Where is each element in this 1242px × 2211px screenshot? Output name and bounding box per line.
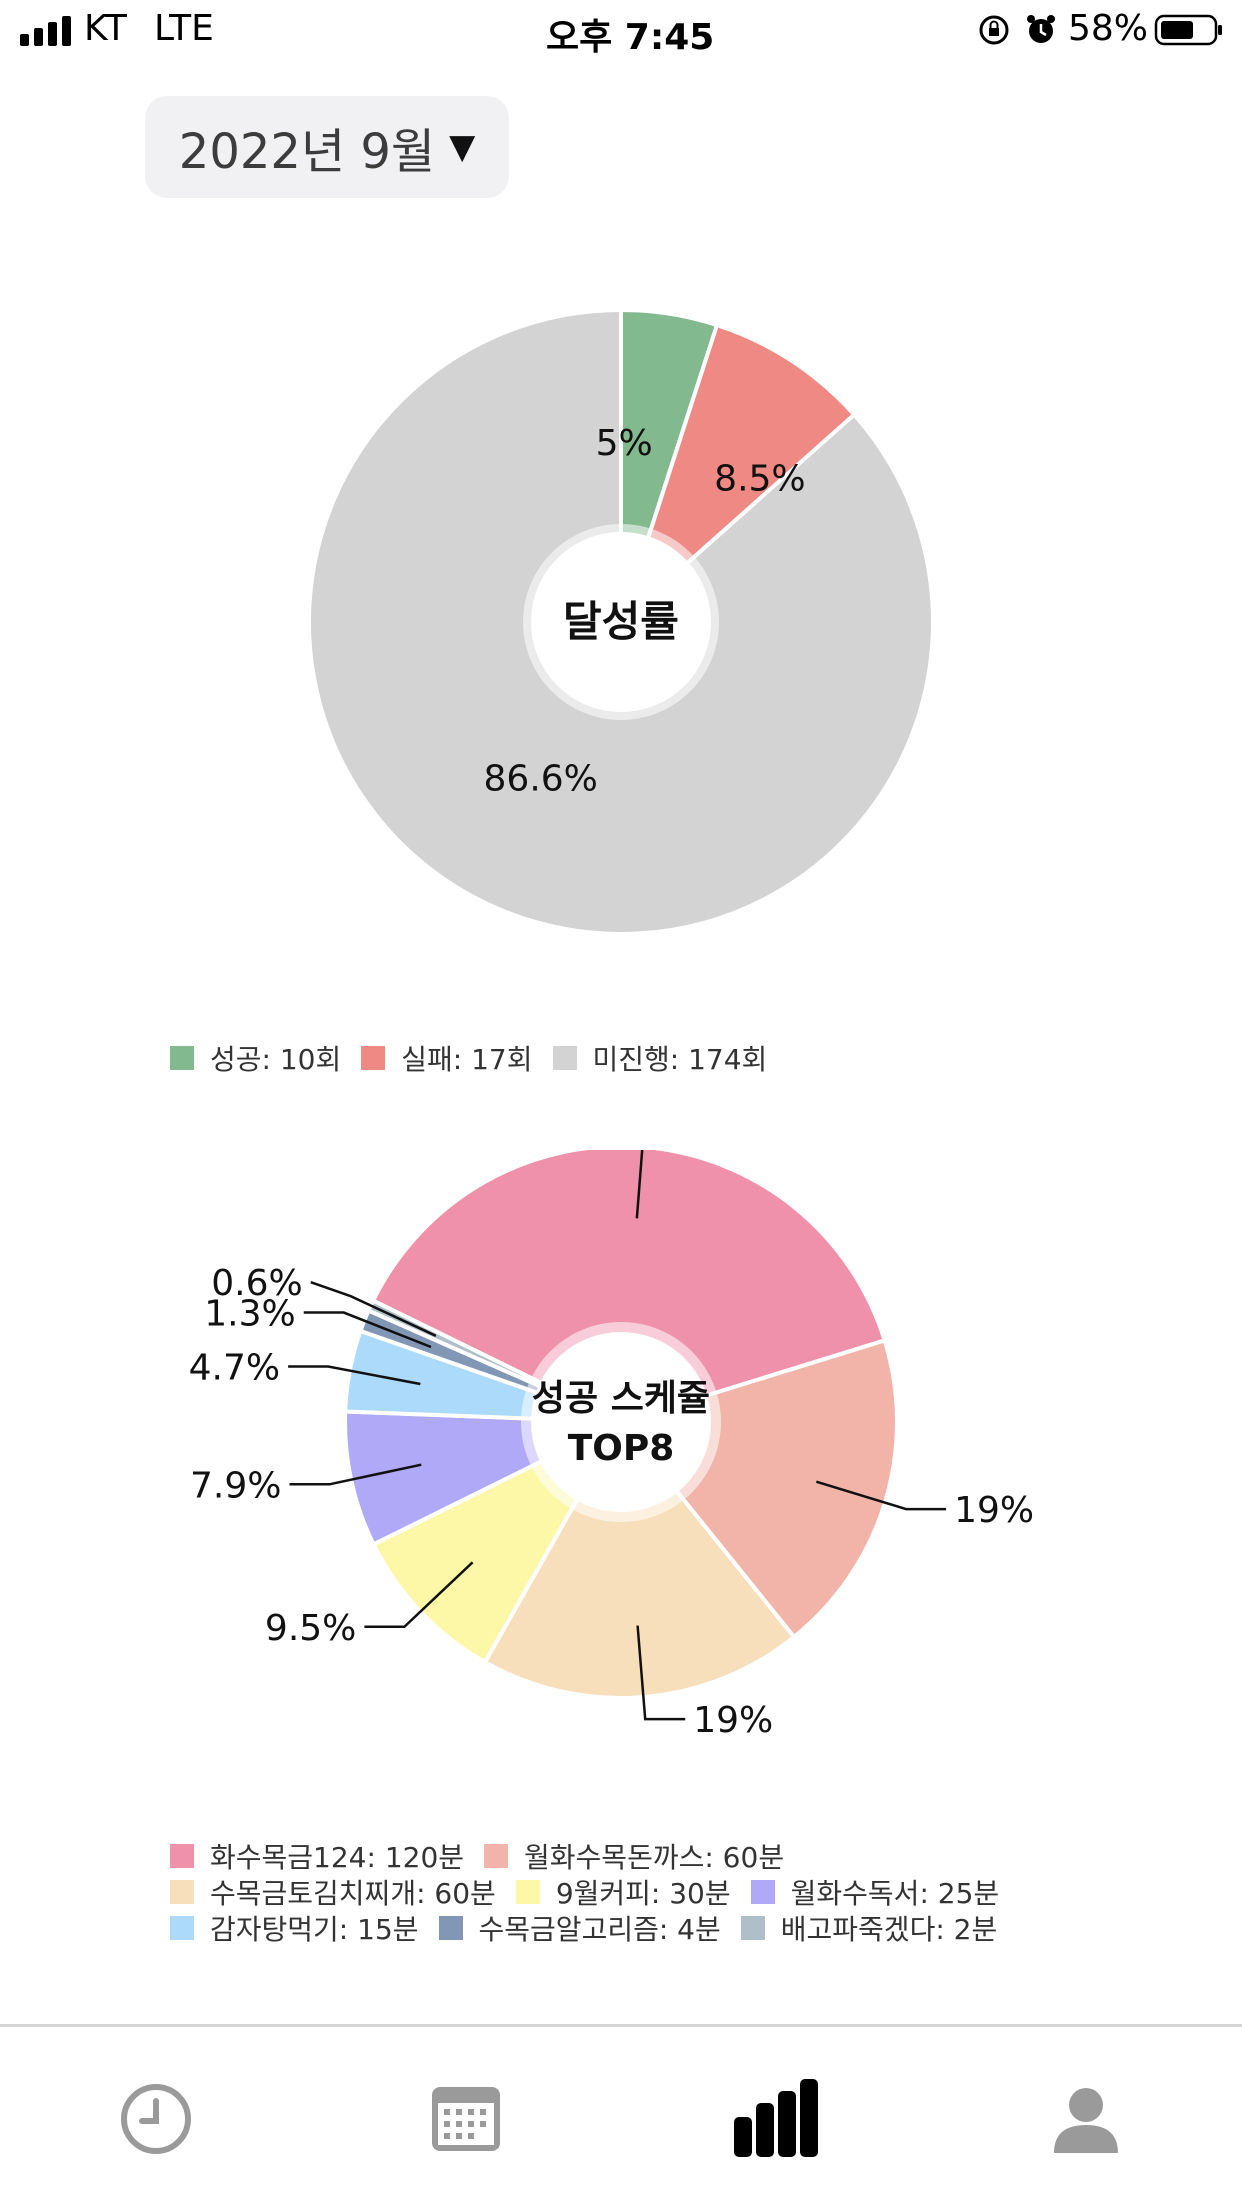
legend-swatch [552,1046,577,1070]
legend-label: 배고파죽겠다: 2분 [780,1913,998,1946]
legend-swatch [515,1880,540,1904]
dropdown-arrow-icon: ▼ [449,127,476,167]
legend-swatch [750,1880,775,1904]
rotation-lock-icon [979,15,1009,45]
center-label: TOP8 [568,1428,675,1469]
clock-time: 오후 7:45 [546,17,715,58]
tab-clock[interactable] [116,2079,196,2159]
data-label: 9.5% [265,1608,356,1649]
legend-label: 실패: 17회 [401,1043,533,1076]
tab-calendar[interactable] [426,2079,506,2159]
legend-swatch [361,1046,386,1070]
data-label: 5% [596,423,653,464]
legend-label: 9월커피: 30분 [555,1877,731,1910]
data-label: 4.7% [189,1348,280,1389]
legend-label: 감자탕먹기: 15분 [210,1913,419,1946]
legend-item: 감자탕먹기: 15분 [170,1908,419,1948]
legend-swatch [170,1046,194,1070]
legend-item: 실패: 17회 [361,1038,533,1078]
legend-swatch [484,1844,509,1868]
person-icon [1054,2088,1118,2153]
data-label: 19% [693,1700,773,1741]
leader-line [815,1480,947,1511]
legend-item: 미진행: 174회 [552,1038,768,1078]
leader-line [289,1463,422,1486]
carrier-label: KT [84,8,127,49]
legend-item: 화수목금124: 120분 [170,1836,464,1876]
legend-swatch [170,1844,194,1868]
leader-line [310,1281,437,1337]
achievement-rate-chart: 달성률 5% 8.5% 86.6% [307,307,935,936]
tab-statistics[interactable] [734,2079,818,2159]
legend-item: 수목금토김치찌개: 60분 [170,1872,496,1912]
month-selector[interactable]: 2022년 9월 ▼ [145,96,509,198]
legend-label: 화수목금124: 120분 [210,1841,465,1874]
achievement-rate-legend: 성공: 10회 실패: 17회 미진행: 174회 [170,1040,787,1076]
data-label: 8.5% [714,458,805,499]
battery-icon [1154,14,1222,46]
tab-bar [0,2024,1242,2211]
battery-percent: 58% [1068,8,1149,49]
leader-line [288,1365,421,1386]
legend-swatch [438,1916,463,1940]
center-label: 성공 스케쥴 [532,1378,710,1419]
cellular-signal-icon [20,16,71,46]
center-label: 달성률 [563,597,679,646]
legend-label: 수목금토김치찌개: 60분 [210,1877,496,1910]
alarm-icon [1027,15,1055,43]
network-label: LTE [154,8,214,49]
leader-line [635,1150,644,1219]
legend-item: 9월커피: 30분 [515,1872,731,1912]
legend-label: 월화수목돈까스: 60분 [524,1841,785,1874]
center-hole [531,532,711,712]
legend-label: 월화수독서: 25분 [790,1877,1000,1910]
data-label: 86.6% [484,759,598,800]
bar-chart-icon [734,2079,818,2157]
center-hole [531,1332,711,1512]
data-label: 7.9% [190,1465,281,1506]
pie-slice [370,1150,888,1425]
legend-item: 배고파죽겠다: 2분 [740,1908,998,1948]
legend-item: 성공: 10회 [170,1038,341,1078]
legend-label: 성공: 10회 [210,1043,342,1076]
data-label: 19% [954,1490,1034,1531]
clock-icon [121,2084,191,2154]
leader-line [303,1311,432,1349]
legend-swatch [740,1916,765,1940]
leader-line [636,1625,686,1721]
leader-line [364,1561,474,1629]
legend-item: 월화수독서: 25분 [750,1872,1000,1912]
legend-item: 수목금알고리즘: 4분 [438,1908,721,1948]
status-bar: KT LTE 오후 7:45 58% [0,0,1242,62]
data-label: 1.3% [204,1294,295,1335]
legend-swatch [170,1880,194,1904]
data-label: 0.6% [211,1263,302,1304]
legend-label: 미진행: 174회 [592,1043,768,1076]
success-schedule-top8-chart: 성공 스케쥴TOP838%19%19%9.5%7.9%4.7%1.3%0.6% [189,1150,1034,1741]
legend-item: 월화수목돈까스: 60분 [484,1836,784,1876]
month-label: 2022년 9월 [178,124,436,180]
legend-label: 수목금알고리즘: 4분 [478,1913,721,1946]
legend-swatch [170,1916,194,1940]
tab-profile[interactable] [1046,2079,1126,2159]
